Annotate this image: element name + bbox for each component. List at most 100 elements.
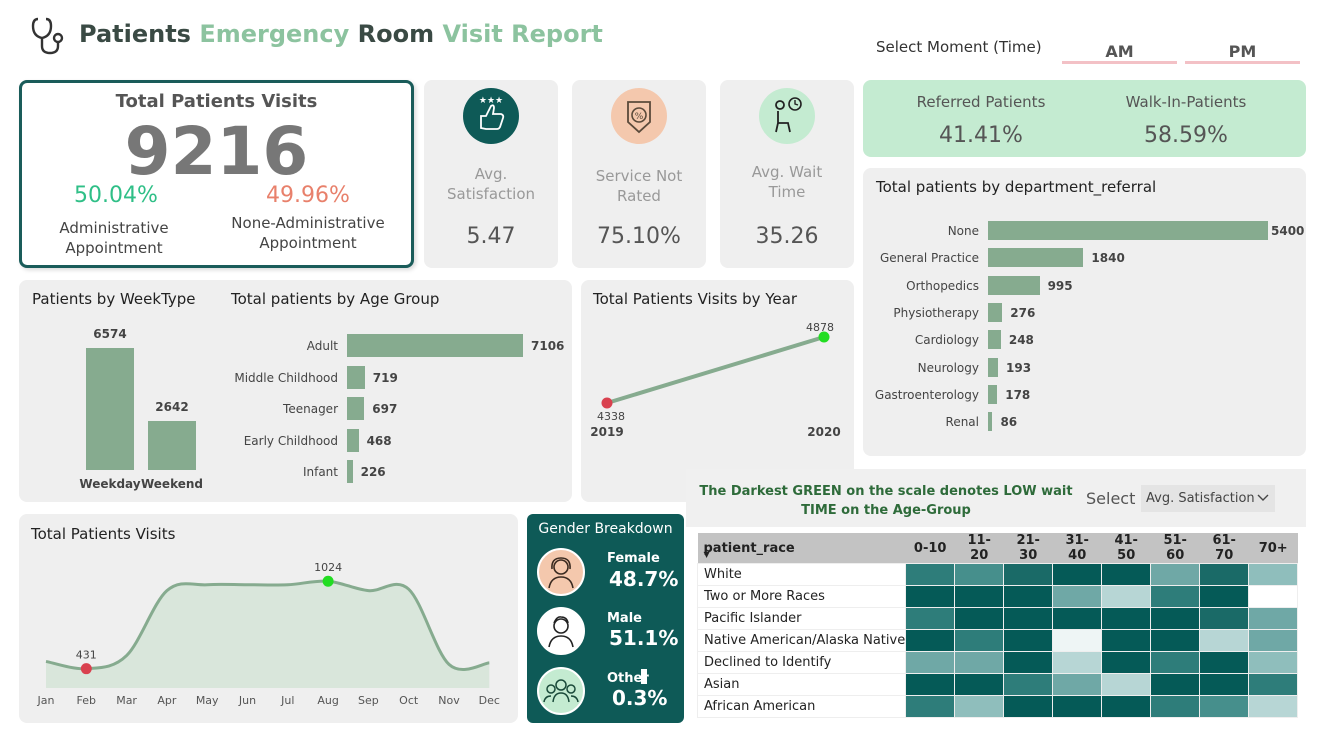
month-axis-label: Oct [399, 694, 419, 707]
heatmap-cell [1003, 651, 1054, 674]
heatmap-cell [954, 673, 1005, 696]
bar-value: 719 [372, 370, 398, 385]
heatmap-row-label: Asian [696, 673, 907, 696]
heatmap-cell [1101, 695, 1152, 718]
heatmap-cell [1199, 651, 1250, 674]
bar-value: 226 [360, 465, 386, 479]
heatmap-row-label: White [696, 563, 907, 586]
heatmap-cell [1101, 651, 1152, 674]
heatmap-row: Declined to Identify [696, 651, 1299, 674]
kpi-service-not-rated: % Service Not Rated 75.10% [572, 80, 706, 268]
heatmap-cell [1150, 651, 1201, 674]
weektype-title: Patients by WeekType [32, 290, 196, 308]
heatmap-cell [1101, 629, 1152, 652]
bar-label: Physiotherapy [893, 305, 979, 320]
gender-title: Gender Breakdown [538, 521, 673, 537]
bar-value: 468 [366, 433, 392, 448]
heatmap-cell [1150, 629, 1201, 652]
admin-label-line2: Appointment [65, 239, 163, 257]
moment-slicer-label: Select Moment (Time) [876, 38, 1042, 56]
heatmap-cell [905, 673, 956, 696]
heatmap-cell [1052, 695, 1103, 718]
heatmap-cell [1101, 563, 1152, 586]
heatmap-cell [1150, 673, 1201, 696]
waiting-person-clock-icon [759, 88, 815, 144]
header-logo [30, 16, 66, 56]
heatmap-cell [1248, 585, 1299, 608]
heatmap-cell [905, 563, 956, 586]
heatmap-cell [1003, 563, 1054, 586]
title-part3: Room [357, 20, 435, 48]
monthly-visits-card: Total Patients Visits Jan Feb Mar Apr May Jun… [19, 514, 518, 723]
metric-dropdown[interactable]: Avg. Satisfaction [1141, 485, 1275, 512]
heatmap-cell [1150, 563, 1201, 586]
kpi-avg-wait-time: Avg. Wait Time 35.26 [720, 80, 854, 268]
referral-card: Referred Patients 41.41% Walk-In-Patient… [863, 80, 1306, 157]
bar-label: Neurology [917, 360, 979, 375]
bar [86, 348, 134, 470]
heatmap-cell [1248, 695, 1299, 718]
heatmap-cell [1052, 563, 1103, 586]
bar-value: 6574 [93, 327, 127, 341]
nonadmin-pct: 49.96% [266, 183, 350, 208]
stethoscope-icon [31, 17, 64, 55]
kpi-label-line2: Satisfaction [446, 185, 536, 203]
heatmap-column-header: 41-50 [1101, 533, 1151, 564]
thumbs-up-stars-icon: ★★★ [463, 88, 519, 144]
year-point-label: 4338 [597, 410, 625, 423]
heatmap-cell [1101, 585, 1152, 608]
monthly-chart-title: Total Patients Visits [31, 525, 176, 543]
heatmap-row-label: African American [696, 695, 907, 718]
other-mini-bar [641, 669, 647, 684]
heatmap-cell [1052, 607, 1103, 630]
heatmap-column-header: 61-70 [1199, 533, 1249, 564]
chevron-down-icon [1257, 494, 1269, 501]
bar [988, 275, 1040, 295]
area-line [45, 579, 490, 671]
heatmap-cell [1199, 585, 1250, 608]
row-header[interactable]: patient_race ▼ [697, 533, 906, 564]
female-label: Female [607, 551, 660, 566]
heatmap-cell [1003, 585, 1054, 608]
heatmap-note: The Darkest GREEN on the scale denotes L… [696, 482, 1076, 520]
year-point [818, 331, 830, 343]
total-visits-value: 9216 [124, 113, 309, 190]
month-axis-label: Sep [358, 694, 379, 707]
bar [988, 384, 998, 404]
heatmap-row: Pacific Islander [696, 607, 1299, 630]
heatmap-cell [905, 695, 956, 718]
kpi-label: Service Not Rated [572, 166, 706, 206]
nonadmin-label-line2: Appointment [259, 234, 357, 252]
heatmap-cell [1248, 607, 1299, 630]
bar-label: Middle Childhood [234, 370, 338, 385]
heatmap-cell [905, 629, 956, 652]
heatmap-cell [1248, 651, 1299, 674]
am-button[interactable]: AM [1062, 40, 1177, 64]
admin-label-line1: Administrative [59, 219, 169, 237]
other-value: 0.3% [612, 686, 668, 710]
year-line [606, 335, 825, 405]
group-icon [537, 667, 585, 715]
select-label: Select [1086, 489, 1136, 508]
year-line-chart: 4338 2019 4878 2020 [590, 321, 840, 439]
bar-value: 178 [1005, 387, 1031, 402]
weektype-agegroup-card: Patients by WeekType Total patients by A… [19, 280, 572, 502]
female-icon [537, 548, 585, 596]
heatmap-cell [905, 651, 956, 674]
title-part2: Emergency [199, 20, 350, 48]
bar [988, 248, 1084, 268]
year-axis-label: 2020 [807, 425, 840, 439]
heatmap-cell [1150, 585, 1201, 608]
bar-label: General Practice [879, 251, 979, 266]
kpi-label-line1: Avg. [474, 165, 508, 183]
year-point [601, 397, 613, 409]
year-axis-label: 2019 [590, 425, 623, 439]
month-axis-label: Feb [77, 694, 96, 707]
heatmap-cell [1199, 673, 1250, 696]
pm-button[interactable]: PM [1185, 40, 1300, 64]
month-axis-label: Nov [438, 694, 460, 707]
bar [347, 334, 523, 357]
bar-label: Renal [945, 415, 979, 430]
heatmap-cell [1150, 695, 1201, 718]
month-axis-label: Jul [280, 694, 294, 707]
